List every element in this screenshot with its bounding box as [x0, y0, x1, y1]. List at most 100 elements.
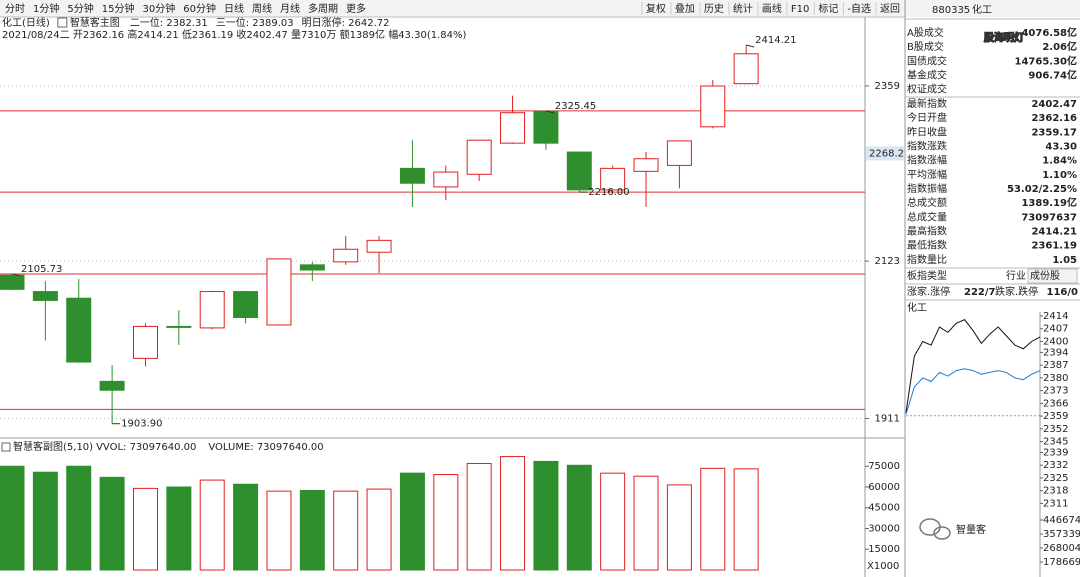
- toolbar-button[interactable]: F10: [791, 4, 809, 15]
- toolbar-tab[interactable]: 周线: [252, 2, 272, 15]
- mini-vol-tick-label: 178669: [1043, 557, 1080, 568]
- toolbar-button[interactable]: 标记: [818, 3, 838, 15]
- quote-value: 43.30: [1045, 141, 1077, 152]
- toolbar-button[interactable]: 复权: [646, 2, 666, 15]
- candle-body: [32, 291, 58, 301]
- indicator-icon: [57, 17, 68, 28]
- toolbar-bg: [0, 0, 1080, 17]
- quote-value: 2362.16: [1031, 113, 1077, 124]
- mini-y-tick-label: 2366: [1043, 398, 1068, 409]
- header-item: 二一位: 2382.31: [130, 16, 208, 29]
- y-tick-label: 45000: [868, 503, 900, 514]
- quote-label: 指数涨跌: [907, 139, 947, 152]
- mini-y-tick-label: 2414: [1043, 311, 1068, 322]
- volume-bar: [666, 484, 692, 571]
- candle-body: [166, 325, 192, 328]
- mini-y-tick-label: 2400: [1043, 336, 1068, 347]
- header-item: 明日涨停: 2642.72: [302, 16, 390, 29]
- mini-y-tick-label: 2407: [1043, 324, 1068, 335]
- breadth-value: 222/7: [964, 287, 996, 298]
- mini-y-tick-label: 2318: [1043, 486, 1068, 497]
- toolbar-button[interactable]: 统计: [733, 2, 753, 15]
- breadth-value: 116/0: [1047, 287, 1079, 298]
- volume-unit: X1000: [867, 561, 899, 572]
- quote-value: 2359.17: [1031, 127, 1077, 138]
- quote-label: 基金成交: [907, 69, 947, 82]
- candle-body: [533, 110, 559, 144]
- quote-code: 880335: [932, 5, 970, 16]
- watermark: 股海明灯: [984, 31, 1024, 44]
- toolbar-tab[interactable]: 60分钟: [183, 2, 216, 15]
- toolbar-tab[interactable]: 分时: [5, 3, 25, 15]
- candle-body: [66, 297, 92, 363]
- toolbar-tab[interactable]: 月线: [280, 2, 300, 15]
- volume-bar: [566, 464, 592, 571]
- candle-body: [666, 140, 692, 166]
- quote-value: 2.06亿: [1042, 40, 1077, 53]
- volume-bar: [500, 456, 526, 571]
- candle-body: [299, 264, 325, 271]
- mini-y-tick-label: 2359: [1043, 411, 1068, 422]
- candle-body: [399, 167, 425, 184]
- mini-vol-tick-label: 357339: [1043, 529, 1080, 540]
- toolbar-button[interactable]: -自选: [847, 2, 871, 15]
- toolbar-button[interactable]: 画线: [762, 2, 782, 15]
- quote-value: 1.84%: [1042, 156, 1077, 167]
- sector-button[interactable]: [1027, 268, 1078, 284]
- toolbar-tab[interactable]: 更多: [346, 2, 366, 15]
- candle-body: [433, 171, 459, 188]
- annotation: 2325.45: [555, 101, 596, 112]
- candle-body: [233, 291, 259, 319]
- toolbar-button[interactable]: 历史: [704, 3, 724, 15]
- volume-bar: [433, 474, 459, 571]
- toolbar-button[interactable]: 返回: [880, 3, 900, 15]
- quote-label: 今日开盘: [907, 111, 947, 124]
- quote-value: 14765.30亿: [1014, 54, 1077, 67]
- quote-name: 化工: [972, 3, 992, 16]
- quote-label: 指数量比: [907, 253, 947, 266]
- toolbar-button[interactable]: 叠加: [675, 3, 695, 15]
- quote-label: 指数振幅: [907, 182, 947, 195]
- quote-value: 53.02/2.25%: [1007, 184, 1077, 195]
- volume-legend: VOLUME: 73097640.00: [208, 442, 323, 453]
- y-tick-label: 60000: [868, 482, 900, 493]
- header-item: 三一位: 2389.03: [216, 16, 294, 29]
- volume-bar: [266, 490, 292, 571]
- mini-y-tick-label: 2332: [1043, 460, 1068, 471]
- toolbar-tab[interactable]: 5分钟: [67, 2, 93, 15]
- indicator-icon: [1, 442, 11, 452]
- volume-bar: [233, 483, 259, 571]
- watermark-icon: [919, 518, 951, 540]
- volume-bar: [32, 471, 58, 571]
- candle-body: [733, 53, 759, 85]
- candle-body: [366, 239, 392, 253]
- sector-button-label[interactable]: 成份股: [1030, 270, 1060, 282]
- toolbar-tab[interactable]: 30分钟: [142, 2, 175, 15]
- volume-bar: [733, 468, 759, 571]
- y-tick-label: 2123: [875, 256, 900, 267]
- toolbar-tab[interactable]: 日线: [224, 2, 244, 15]
- chart-name: 化工(日线): [2, 16, 50, 29]
- sector-label: 板指类型: [907, 269, 947, 282]
- y-tick-label: 75000: [868, 461, 900, 472]
- candle-body: [132, 325, 158, 359]
- quote-label: A股成交: [907, 26, 944, 39]
- quote-value: 2414.21: [1031, 227, 1077, 238]
- y-tick-label: 30000: [868, 523, 900, 534]
- toolbar-tab[interactable]: 15分钟: [102, 2, 135, 15]
- volume-bar: [299, 489, 325, 571]
- candle-body: [99, 380, 125, 391]
- quote-label: 昨日收盘: [907, 125, 947, 138]
- toolbar-tab[interactable]: 多周期: [308, 2, 338, 15]
- volume-bar: [533, 460, 559, 571]
- mini-y-tick-label: 2311: [1043, 498, 1068, 509]
- current-price-box: [866, 146, 904, 161]
- mini-y-tick-label: 2373: [1043, 386, 1068, 397]
- mini-y-tick-label: 2352: [1043, 424, 1068, 435]
- quote-value: 1.10%: [1042, 170, 1077, 181]
- toolbar-tab[interactable]: 1分钟: [33, 2, 59, 15]
- quote-value: 1389.19亿: [1021, 196, 1077, 209]
- volume-bar: [333, 490, 359, 571]
